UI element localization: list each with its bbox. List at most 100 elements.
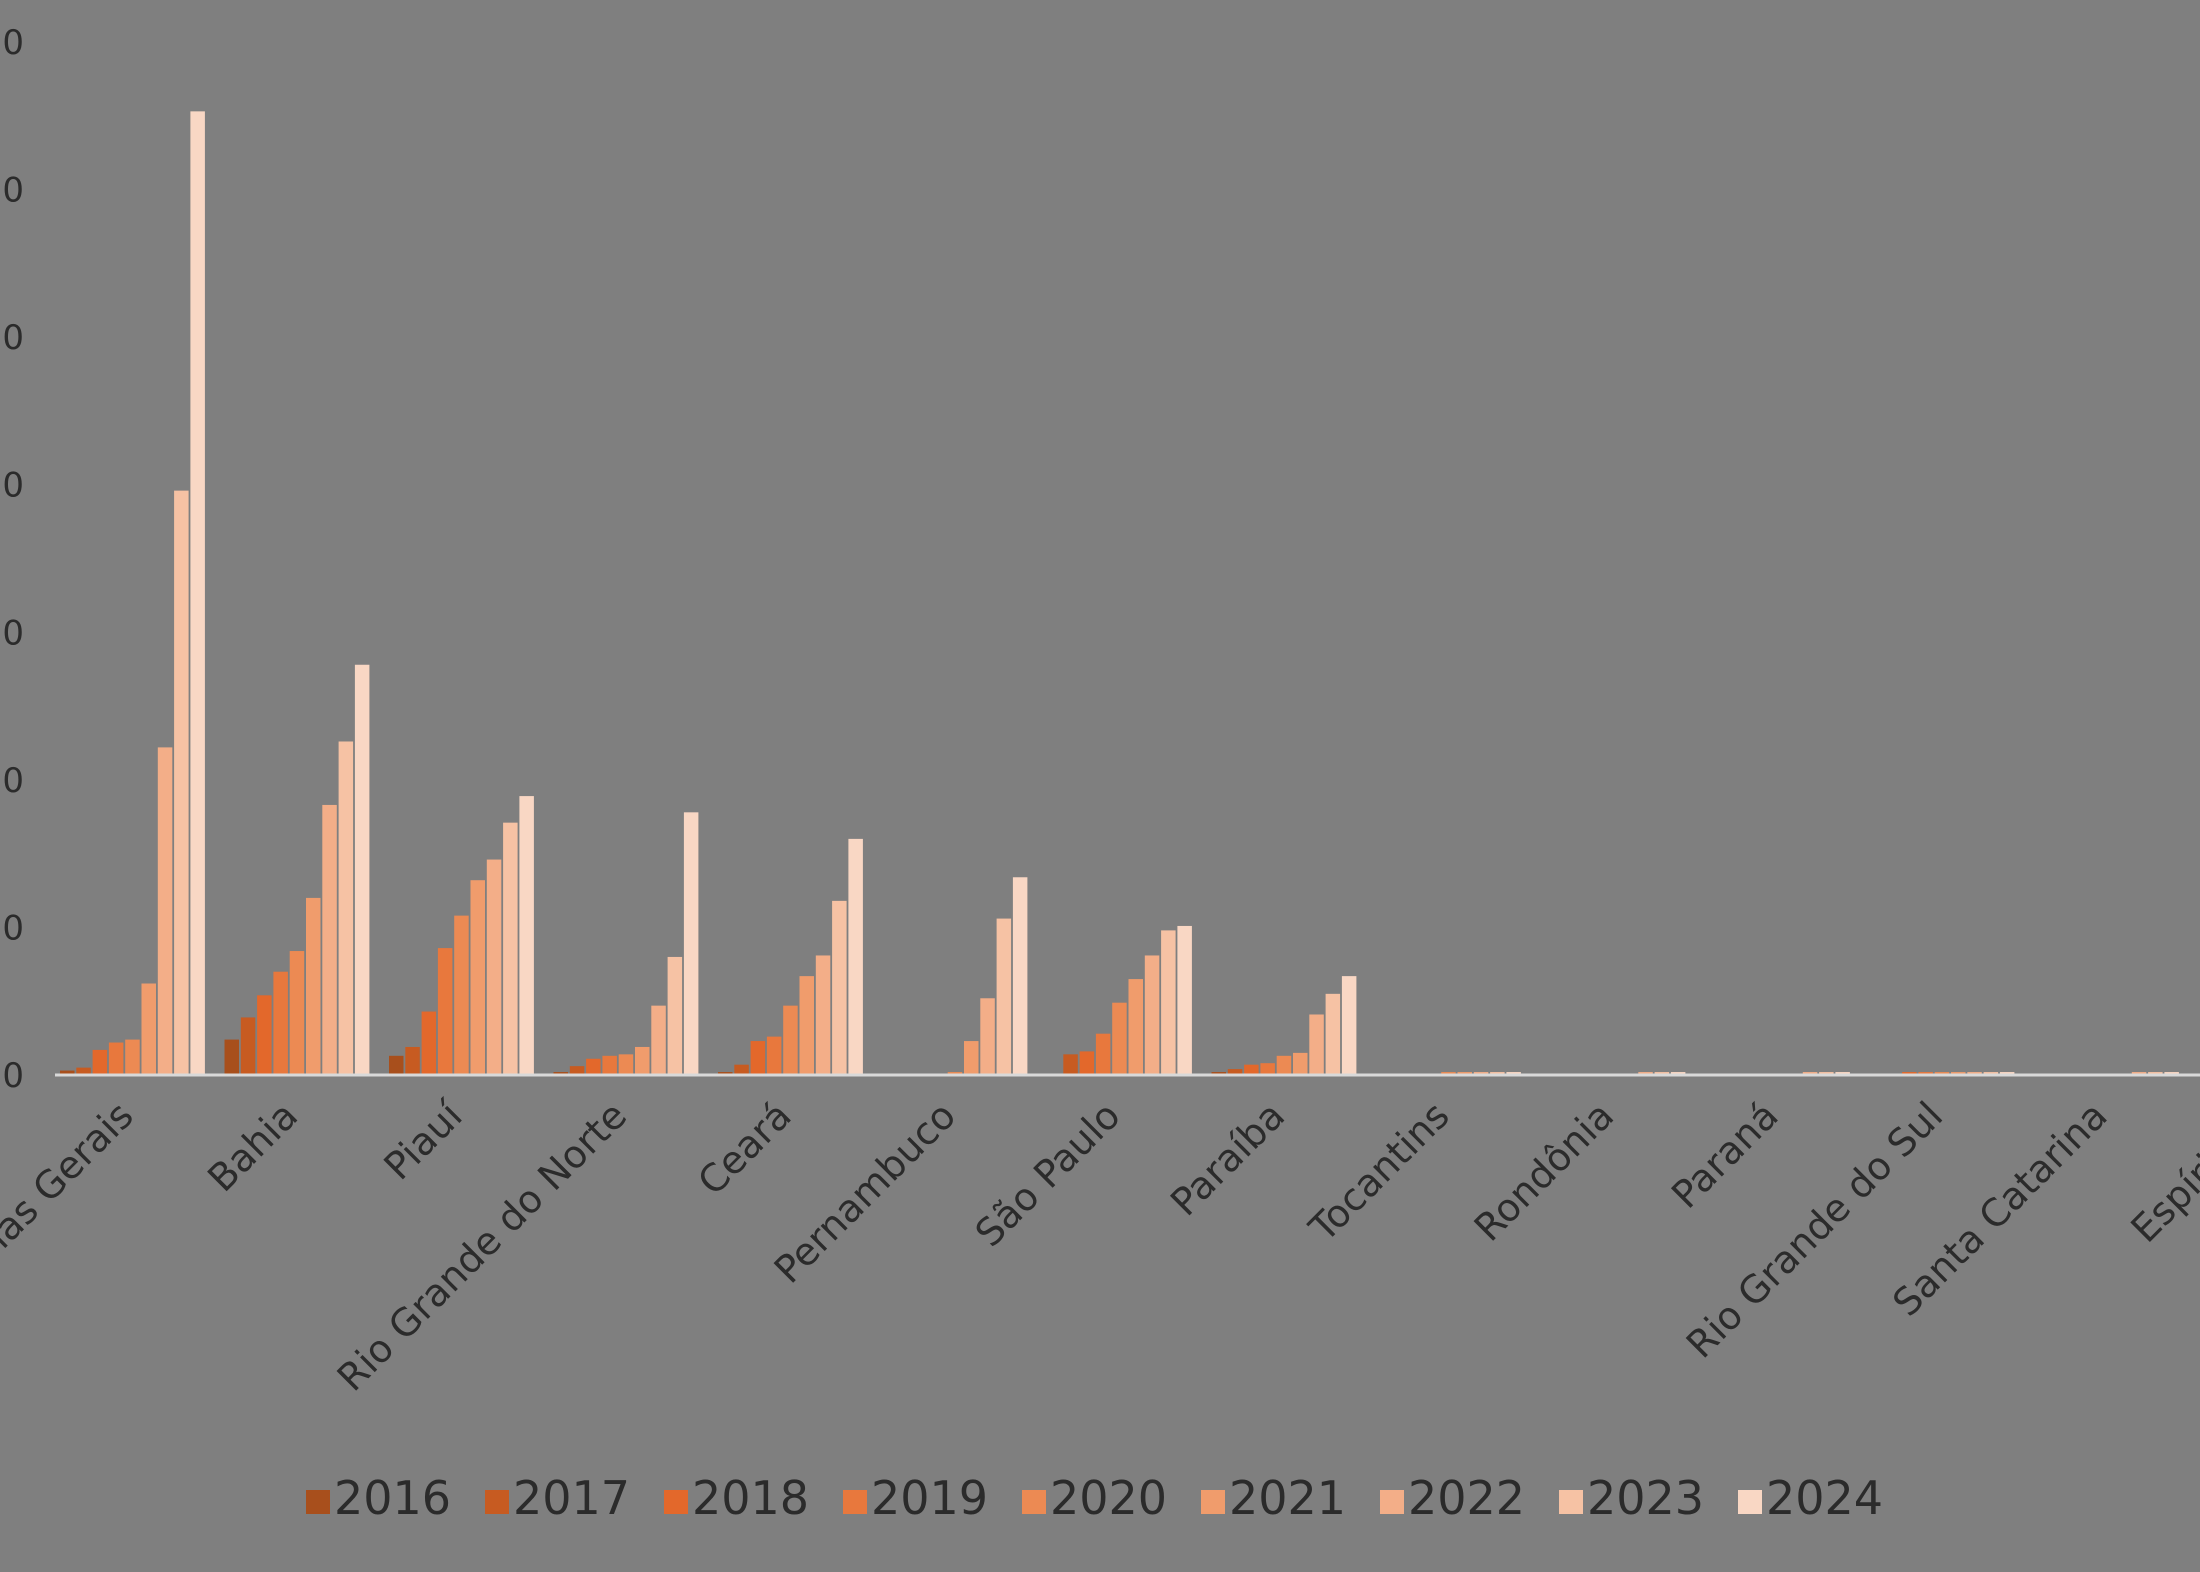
category-group	[60, 111, 205, 1075]
legend-item: 2019	[843, 1471, 988, 1525]
bar	[174, 490, 189, 1075]
bar	[799, 976, 814, 1075]
legend-swatch	[1738, 1490, 1762, 1514]
bar	[1260, 1063, 1275, 1075]
bar	[734, 1064, 749, 1075]
category-group	[718, 838, 863, 1075]
bar	[157, 747, 173, 1075]
bar	[1227, 1069, 1243, 1075]
y-axis: 0 0 0 0 0 0 0 0	[2, 23, 24, 1096]
legend-swatch	[1022, 1490, 1046, 1514]
bar	[1128, 979, 1143, 1075]
bar	[1161, 930, 1176, 1075]
y-tick-label: 0	[2, 466, 24, 506]
legend-label: 2024	[1766, 1471, 1883, 1525]
bar	[1112, 1002, 1127, 1075]
bar	[389, 1055, 404, 1075]
bar	[486, 859, 502, 1075]
category-group	[389, 796, 534, 1075]
x-tick-label: Rondônia	[1466, 1093, 1623, 1250]
y-tick-label: 0	[2, 318, 24, 358]
bar	[618, 1054, 634, 1075]
legend-item: 2018	[664, 1471, 809, 1525]
legend-label: 2023	[1587, 1471, 1704, 1525]
bar	[503, 822, 518, 1075]
category-group	[1211, 976, 1357, 1075]
legend-label: 2021	[1229, 1471, 1346, 1525]
legend-swatch	[1380, 1490, 1404, 1514]
bar	[92, 1049, 108, 1075]
y-tick-label: 0	[2, 761, 24, 801]
bar	[651, 1005, 666, 1075]
bar	[125, 1039, 140, 1075]
bar	[1325, 993, 1341, 1075]
y-tick-label: 0	[2, 1056, 24, 1096]
legend-item: 2021	[1201, 1471, 1346, 1525]
bar	[1095, 1033, 1111, 1075]
legend-swatch	[1201, 1490, 1225, 1514]
bar	[306, 897, 321, 1075]
bar	[848, 838, 863, 1075]
bar	[1293, 1052, 1308, 1075]
legend-swatch	[1559, 1490, 1583, 1514]
bar	[602, 1055, 617, 1075]
bar	[766, 1036, 782, 1075]
bar	[569, 1066, 585, 1075]
bar	[289, 951, 305, 1075]
bar	[750, 1041, 766, 1075]
bar	[108, 1042, 124, 1075]
x-tick-label: Tocantins	[1300, 1093, 1457, 1250]
legend-swatch	[843, 1490, 867, 1514]
category-group	[882, 877, 1028, 1075]
category-group	[1047, 925, 1192, 1075]
bar	[783, 1005, 798, 1075]
bar	[338, 741, 354, 1075]
y-tick-label: 0	[2, 23, 24, 63]
bar	[190, 111, 205, 1075]
bars	[60, 111, 2200, 1075]
x-tick-label: Paraíba	[1162, 1093, 1293, 1224]
category-group	[553, 812, 699, 1075]
bar	[815, 955, 831, 1075]
bar	[437, 948, 453, 1075]
legend-label: 2019	[871, 1471, 988, 1525]
bar	[224, 1039, 239, 1075]
legend-item: 2024	[1738, 1471, 1883, 1525]
bar	[1309, 1014, 1324, 1075]
bar	[1012, 877, 1028, 1075]
bar	[257, 995, 272, 1075]
bar	[454, 915, 469, 1075]
legend-swatch	[306, 1490, 330, 1514]
bar	[354, 664, 370, 1075]
legend-item: 2022	[1380, 1471, 1525, 1525]
x-tick-label: Paraná	[1663, 1093, 1787, 1217]
bar	[1144, 955, 1160, 1075]
legend-label: 2020	[1050, 1471, 1167, 1525]
bar	[141, 983, 156, 1075]
legend: 2016 2017 2018 2019 2020 2021 2022 2023 2024	[306, 1471, 1883, 1525]
bar	[1244, 1064, 1259, 1075]
x-tick-label: Espírito S	[2123, 1093, 2200, 1251]
bar	[519, 796, 534, 1075]
bar	[60, 1070, 75, 1075]
x-tick-label: Piauí	[376, 1092, 472, 1188]
bar	[240, 1017, 256, 1075]
x-tick-label: nas Gerais	[0, 1093, 142, 1266]
y-tick-label: 0	[2, 908, 24, 948]
y-tick-label: 0	[2, 171, 24, 211]
legend-item: 2020	[1022, 1471, 1167, 1525]
legend-item: 2023	[1559, 1471, 1704, 1525]
legend-label: 2016	[334, 1471, 451, 1525]
bar	[421, 1011, 437, 1075]
bar	[980, 998, 995, 1075]
bar	[1063, 1054, 1078, 1075]
x-tick-label: Ceará	[689, 1093, 799, 1203]
legend-item: 2016	[306, 1471, 451, 1525]
bar	[1341, 976, 1357, 1075]
bar	[1177, 925, 1192, 1075]
bar	[996, 918, 1012, 1075]
bar	[832, 900, 847, 1075]
legend-label: 2022	[1408, 1471, 1525, 1525]
